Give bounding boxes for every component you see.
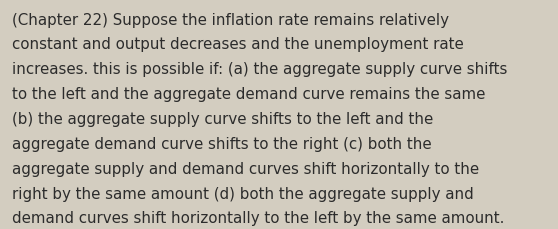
Text: aggregate demand curve shifts to the right (c) both the: aggregate demand curve shifts to the rig… (12, 136, 432, 151)
Text: (Chapter 22) Suppose the inflation rate remains relatively: (Chapter 22) Suppose the inflation rate … (12, 13, 449, 27)
Text: increases. this is possible if: (a) the aggregate supply curve shifts: increases. this is possible if: (a) the … (12, 62, 508, 77)
Text: demand curves shift horizontally to the left by the same amount.: demand curves shift horizontally to the … (12, 210, 504, 225)
Text: aggregate supply and demand curves shift horizontally to the: aggregate supply and demand curves shift… (12, 161, 479, 176)
Text: to the left and the aggregate demand curve remains the same: to the left and the aggregate demand cur… (12, 87, 485, 102)
Text: (b) the aggregate supply curve shifts to the left and the: (b) the aggregate supply curve shifts to… (12, 112, 434, 126)
Text: constant and output decreases and the unemployment rate: constant and output decreases and the un… (12, 37, 464, 52)
Text: right by the same amount (d) both the aggregate supply and: right by the same amount (d) both the ag… (12, 186, 474, 201)
